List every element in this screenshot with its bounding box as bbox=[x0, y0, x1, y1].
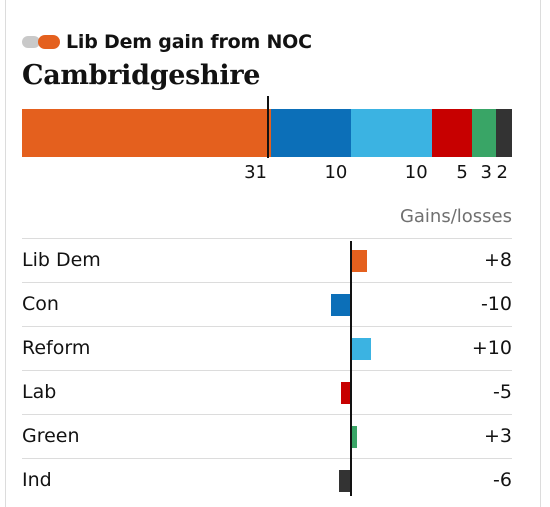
change-bar-con bbox=[331, 294, 351, 316]
seat-share-bar bbox=[22, 109, 512, 157]
change-bar-green bbox=[351, 426, 357, 448]
seat-segment-con bbox=[271, 109, 352, 157]
seat-count-reform: 10 bbox=[404, 162, 428, 183]
seat-segment-lab bbox=[431, 109, 472, 157]
new-control-dot bbox=[38, 35, 60, 49]
change-bar-lab bbox=[341, 382, 351, 404]
gains-row-lib-dem: Lib Dem +8 bbox=[22, 238, 512, 282]
gains-row-reform: Reform +10 bbox=[22, 326, 512, 370]
gains-row-con: Con -10 bbox=[22, 282, 512, 326]
zero-axis-line bbox=[350, 241, 352, 496]
change-value: +8 bbox=[483, 249, 512, 271]
party-name: Green bbox=[22, 425, 80, 447]
seat-segment-ind bbox=[495, 109, 512, 157]
result-headline: Lib Dem gain from NOC bbox=[22, 28, 312, 56]
party-name: Lib Dem bbox=[22, 249, 101, 271]
party-name: Con bbox=[22, 293, 59, 315]
seat-segment-green bbox=[471, 109, 496, 157]
change-value: -5 bbox=[493, 381, 512, 403]
card-border-left bbox=[5, 0, 6, 507]
party-name: Ind bbox=[22, 469, 52, 491]
seat-count-lab: 5 bbox=[456, 162, 468, 183]
majority-marker bbox=[267, 96, 269, 158]
gains-row-lab: Lab -5 bbox=[22, 370, 512, 414]
seat-segment-lib-dem bbox=[22, 109, 272, 157]
change-value: -6 bbox=[493, 469, 512, 491]
party-change-badge-icon bbox=[22, 33, 62, 51]
party-name: Lab bbox=[22, 381, 57, 403]
seat-count-con: 10 bbox=[324, 162, 348, 183]
seat-count-lib-dem: 31 bbox=[244, 162, 268, 183]
region-title: Cambridgeshire bbox=[22, 60, 261, 91]
headline-text: Lib Dem gain from NOC bbox=[66, 31, 312, 53]
change-value: +3 bbox=[483, 425, 512, 447]
change-bar-reform bbox=[351, 338, 371, 360]
previous-control-dot bbox=[22, 36, 40, 48]
seat-count-green: 3 bbox=[480, 162, 492, 183]
change-bar-lib-dem bbox=[351, 250, 367, 272]
gains-losses-header: Gains/losses bbox=[399, 206, 512, 227]
party-name: Reform bbox=[22, 337, 91, 359]
gains-row-green: Green +3 bbox=[22, 414, 512, 458]
change-value: +10 bbox=[471, 337, 512, 359]
card-border-right bbox=[540, 0, 541, 507]
change-bar-ind bbox=[339, 470, 351, 492]
gains-row-ind: Ind -6 bbox=[22, 458, 512, 502]
seat-count-ind: 2 bbox=[496, 162, 508, 183]
seat-segment-reform bbox=[351, 109, 432, 157]
change-value: -10 bbox=[480, 293, 512, 315]
